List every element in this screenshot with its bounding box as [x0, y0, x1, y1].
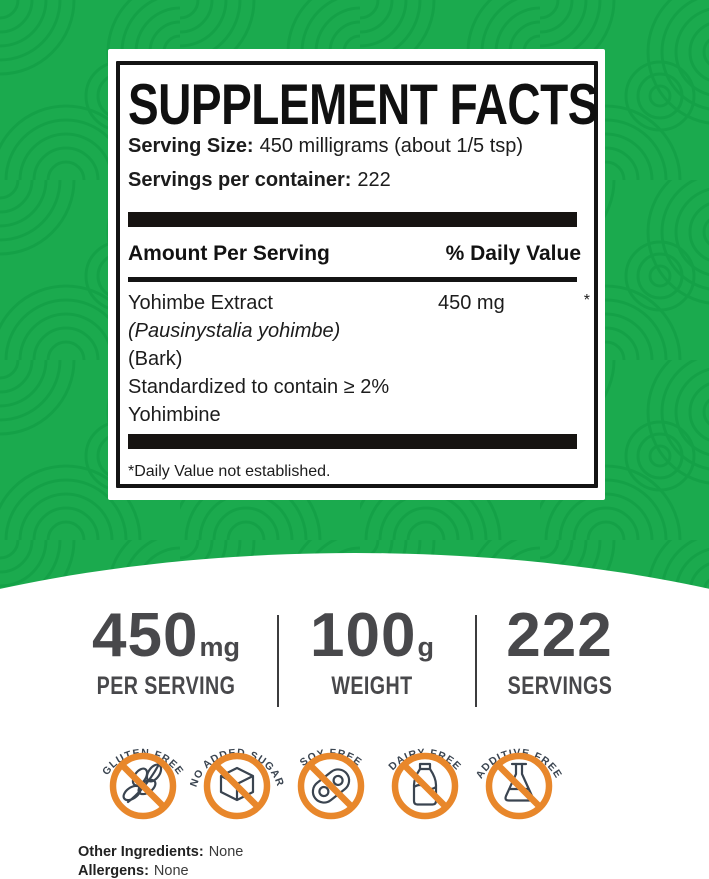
supplement-facts-panel: SUPPLEMENT FACTS Serving Size: 450 millig… — [108, 49, 605, 500]
facts-header-row: Amount Per Serving % Daily Value — [128, 242, 581, 266]
stat-per-serving-label: PER SERVING — [96, 672, 236, 701]
ingredient-name: Yohimbe Extract — [128, 292, 273, 314]
serving-size-line: Serving Size: 450 milligrams (about 1/5 t… — [128, 135, 581, 158]
serving-size-value: 450 milligrams (about 1/5 tsp) — [259, 135, 524, 157]
prohibition-circle-icon — [109, 752, 177, 820]
stat-value: 100 — [310, 601, 417, 670]
stat-per-serving: 450 mg PER SERVING — [81, 601, 250, 701]
ingredient-name-row: Yohimbe Extract 450 mg * — [128, 289, 590, 317]
soy-free-badge-graphic: SOY FREE — [297, 747, 365, 820]
badge-dairy-free: DAIRY FREE — [378, 726, 472, 826]
other-ingredients-line: Other Ingredients: None — [78, 843, 243, 862]
stat-divider — [475, 615, 477, 707]
daily-value-footnote: *Daily Value not established. — [128, 463, 331, 480]
stat-value: 450 — [92, 601, 199, 670]
stat-unit: g — [417, 632, 434, 662]
gluten-free-badge-graphic: GLUTEN FREE — [100, 747, 185, 820]
additive-free-badge-graphic: ADDITIVE FREE — [474, 747, 563, 820]
stat-weight: 100 g WEIGHT — [310, 601, 434, 701]
thick-separator-bar-bottom — [128, 434, 577, 449]
stat-value: 222 — [506, 601, 613, 670]
amount-per-serving-header: Amount Per Serving — [128, 242, 330, 265]
allergens-line: Allergens: None — [78, 862, 243, 879]
prohibition-circle-icon — [485, 752, 553, 820]
servings-per-container-line: Servings per container: 222 — [128, 169, 581, 192]
supplement-facts-title: SUPPLEMENT FACTS — [128, 71, 598, 137]
free-from-badges-row: GLUTEN FREE NO ADDED SUGA — [96, 726, 566, 826]
stat-unit: mg — [199, 632, 240, 662]
footer-ingredient-info: Other Ingredients: None Allergens: None — [78, 843, 243, 879]
ingredient-daily-value-asterisk: * — [583, 292, 590, 309]
header-rule — [128, 277, 577, 282]
prohibition-circle-icon — [203, 752, 271, 820]
stat-per-serving-number: 450 mg — [81, 601, 250, 670]
allergens-label: Allergens: — [78, 863, 149, 879]
badge-soy-free: SOY FREE — [284, 726, 378, 826]
servings-per-container-value: 222 — [357, 169, 391, 191]
allergens-value: None — [153, 863, 189, 879]
serving-size-label: Serving Size: — [128, 135, 254, 157]
thick-separator-bar-top — [128, 212, 577, 227]
standardization-line-2: Yohimbine — [128, 404, 221, 426]
stat-weight-number: 100 g — [310, 601, 434, 670]
ingredient-latin-name: (Pausinystalia yohimbe) — [128, 320, 341, 342]
stat-divider — [277, 615, 279, 707]
daily-value-header: % Daily Value — [445, 242, 581, 265]
supplement-facts-border-box: SUPPLEMENT FACTS Serving Size: 450 millig… — [116, 61, 598, 488]
prohibition-circle-icon — [391, 752, 459, 820]
stat-servings-number: 222 — [496, 601, 624, 670]
no-added-sugar-badge-graphic: NO ADDED SUGAR — [190, 747, 284, 820]
ingredient-rows: Yohimbe Extract 450 mg * (Pausinystalia … — [128, 289, 590, 429]
dairy-free-badge-graphic: DAIRY FREE — [386, 747, 463, 820]
stat-servings-label: SERVINGS — [507, 672, 613, 701]
standardization-line-1: Standardized to contain ≥ 2% — [128, 376, 390, 398]
badge-additive-free: ADDITIVE FREE — [472, 726, 566, 826]
prohibition-circle-icon — [297, 752, 365, 820]
badge-no-added-sugar: NO ADDED SUGAR — [190, 726, 284, 826]
other-ingredients-label: Other Ingredients: — [78, 844, 204, 860]
other-ingredients-value: None — [208, 844, 244, 860]
stat-weight-label: WEIGHT — [331, 672, 413, 701]
badge-gluten-free: GLUTEN FREE — [96, 726, 190, 826]
servings-per-container-label: Servings per container: — [128, 169, 352, 191]
stat-servings: 222 SERVINGS — [496, 601, 624, 701]
ingredient-amount: 450 mg — [438, 292, 505, 314]
ingredient-plant-part: (Bark) — [128, 348, 183, 370]
key-stats-band: 450 mg PER SERVING 100 g WEIGHT 222 SERVIN… — [0, 601, 709, 710]
